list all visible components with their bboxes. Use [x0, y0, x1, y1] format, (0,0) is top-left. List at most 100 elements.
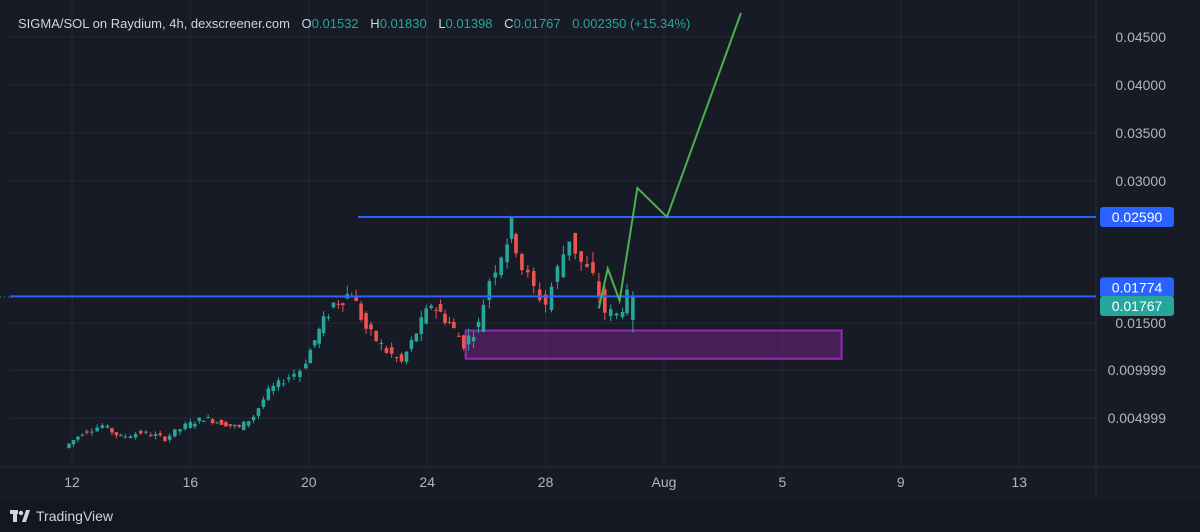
- open-value: 0.01532: [311, 16, 359, 31]
- candle-body: [167, 435, 172, 440]
- candle-body: [100, 425, 105, 428]
- candle-body: [237, 425, 242, 427]
- price-label-text: 0.02590: [1112, 209, 1163, 225]
- candle-body: [471, 336, 476, 342]
- candle-body: [188, 422, 193, 428]
- candle-body: [173, 429, 177, 437]
- candle-body: [133, 434, 138, 438]
- candle-body: [409, 339, 414, 350]
- candle-body: [608, 309, 613, 316]
- candle-body: [110, 428, 114, 433]
- candle-body: [476, 321, 481, 328]
- candle-body: [487, 281, 492, 301]
- price-label-text: 0.01767: [1112, 298, 1163, 314]
- change-value: 0.002350 (+15.34%): [572, 16, 691, 31]
- high-value: 0.01830: [379, 16, 427, 31]
- candle-body: [246, 421, 251, 426]
- candle-body: [114, 432, 119, 436]
- candle-body: [404, 351, 409, 362]
- high-label: H: [370, 16, 380, 31]
- candle-body: [466, 335, 471, 345]
- y-tick-label: 0.01500: [1115, 315, 1166, 331]
- candle-body: [631, 297, 635, 320]
- candle-body: [331, 302, 336, 308]
- x-tick-label: Aug: [652, 474, 677, 490]
- price-label-text: 0.01774: [1112, 279, 1163, 295]
- candle-body: [281, 383, 286, 385]
- candle-body: [447, 321, 452, 323]
- candle-body: [499, 257, 503, 275]
- candle-body: [304, 363, 308, 369]
- candle-body: [493, 272, 498, 278]
- price-label-box: [1100, 207, 1174, 227]
- x-tick-label: 13: [1011, 474, 1027, 490]
- footer-bar: TradingView: [0, 500, 1200, 532]
- candle-body: [555, 266, 560, 282]
- candle-body: [193, 423, 197, 427]
- tradingview-logo-icon: [10, 510, 30, 522]
- candle-body: [266, 388, 271, 400]
- candle-body: [95, 427, 99, 432]
- candle-body: [336, 303, 341, 305]
- x-tick-label: 5: [779, 474, 787, 490]
- candle-body: [603, 289, 607, 313]
- candle-body: [505, 244, 509, 263]
- candle-body: [549, 286, 554, 310]
- candle-body: [123, 436, 128, 438]
- candle-body: [228, 424, 233, 426]
- y-tick-label: 0.004999: [1108, 410, 1167, 426]
- candle-body: [276, 380, 281, 388]
- candle-body: [456, 335, 461, 337]
- candle-body: [394, 357, 399, 359]
- x-tick-label: 16: [183, 474, 199, 490]
- candle-body: [153, 434, 158, 437]
- candle-body: [452, 321, 456, 328]
- candle-body: [261, 399, 266, 407]
- candle-body: [389, 347, 394, 354]
- x-tick-label: 9: [897, 474, 905, 490]
- candle-body: [561, 254, 566, 278]
- candle-body: [210, 419, 215, 423]
- price-chart[interactable]: 0.004999 0.009999 0.01500 0.03000 0.03500 0.0…: [0, 0, 1200, 500]
- y-tick-label: 0.04000: [1115, 77, 1166, 93]
- candle-body: [128, 436, 133, 439]
- candle-body: [219, 419, 224, 425]
- candle-body: [292, 373, 296, 377]
- candle-body: [287, 377, 291, 380]
- candle-body: [364, 313, 368, 329]
- candle-body: [531, 271, 536, 287]
- candle-body: [354, 297, 358, 301]
- candle-body: [105, 425, 110, 428]
- candle-body: [434, 309, 438, 311]
- candle-body: [374, 330, 378, 341]
- symbol-label: SIGMA/SOL on Raydium, 4h, dexscreener.co…: [18, 16, 290, 31]
- close-value: 0.01767: [513, 16, 561, 31]
- support-zone: [464, 329, 843, 360]
- candle-body: [256, 408, 261, 416]
- tradingview-brand[interactable]: TradingView: [10, 508, 113, 524]
- open-label: O: [301, 16, 312, 31]
- x-tick-label: 12: [64, 474, 80, 490]
- candle-body: [312, 340, 317, 346]
- candle-body: [85, 431, 89, 433]
- candle-body: [419, 317, 424, 335]
- projection-path: [597, 12, 742, 309]
- candle-body: [573, 232, 577, 254]
- price-label-box: [1100, 277, 1174, 298]
- low-label: L: [438, 16, 446, 31]
- candle-body: [241, 421, 246, 431]
- y-tick-label: 0.04500: [1115, 29, 1166, 45]
- candle-body: [625, 289, 629, 314]
- candle-body: [76, 436, 80, 440]
- candle-body: [399, 354, 404, 362]
- candle-body: [71, 440, 76, 445]
- candle-body: [526, 269, 530, 273]
- candle-body: [481, 304, 486, 332]
- candle-body: [206, 417, 210, 419]
- candle-body: [461, 335, 466, 349]
- candle-body: [369, 324, 373, 330]
- x-tick-label: 28: [538, 474, 554, 490]
- y-tick-label: 0.03000: [1115, 173, 1166, 189]
- y-tick-label: 0.03500: [1115, 125, 1166, 141]
